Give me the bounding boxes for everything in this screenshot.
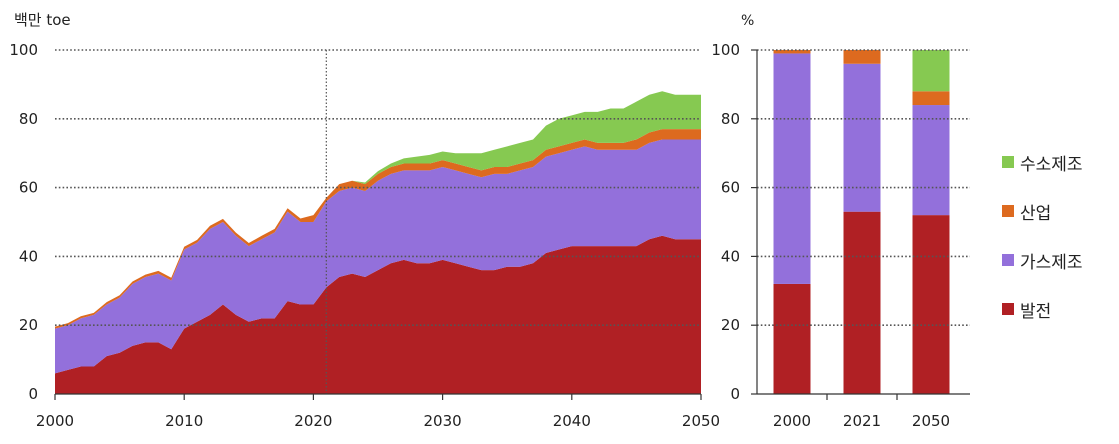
y-tick-label-left-80: 80 bbox=[19, 110, 38, 128]
y-tick-label-right-80: 80 bbox=[721, 110, 740, 128]
bar-category-label-2021: 2021 bbox=[843, 412, 881, 430]
y-tick-label-right-20: 20 bbox=[721, 316, 740, 334]
bar-2050-series-1 bbox=[912, 215, 950, 394]
x-tick-label-2030: 2030 bbox=[424, 412, 462, 430]
bar-2000-series-2 bbox=[773, 53, 811, 284]
legend-swatch bbox=[1002, 303, 1014, 315]
legend-item-3: 가스제조 bbox=[1002, 250, 1114, 273]
x-tick-label-2000: 2000 bbox=[36, 412, 74, 430]
bar-2050-series-3 bbox=[912, 91, 950, 106]
legend-swatch bbox=[1002, 156, 1014, 168]
y-axis-unit-left: 백만 toe bbox=[14, 11, 71, 29]
legend-swatch bbox=[1002, 205, 1014, 217]
legend-item-4: 발전 bbox=[1002, 299, 1114, 322]
legend-label: 가스제조 bbox=[1020, 252, 1083, 273]
x-tick-label-2040: 2040 bbox=[553, 412, 591, 430]
bar-2000-series-3 bbox=[773, 50, 811, 54]
y-tick-label-left-20: 20 bbox=[19, 316, 38, 334]
bar-2000-series-1 bbox=[773, 283, 811, 394]
y-tick-label-right-40: 40 bbox=[721, 247, 740, 265]
y-tick-label-left-60: 60 bbox=[19, 179, 38, 197]
bar-2021-series-1 bbox=[843, 211, 881, 394]
area-series-1 bbox=[55, 235, 701, 394]
y-tick-label-left-100: 100 bbox=[9, 41, 38, 59]
bar-category-label-2000: 2000 bbox=[773, 412, 811, 430]
x-tick-label-2020: 2020 bbox=[294, 412, 332, 430]
x-tick-label-2010: 2010 bbox=[165, 412, 203, 430]
legend-label: 발전 bbox=[1020, 301, 1052, 322]
y-axis-unit-right: % bbox=[741, 13, 754, 29]
x-tick-label-2050: 2050 bbox=[682, 412, 720, 430]
bar-2021-series-3 bbox=[843, 50, 881, 64]
y-tick-label-right-0: 0 bbox=[730, 385, 740, 403]
legend-swatch bbox=[1002, 254, 1014, 266]
bar-2050-series-4 bbox=[912, 50, 950, 92]
y-tick-label-left-40: 40 bbox=[19, 247, 38, 265]
area-series-3 bbox=[55, 129, 701, 329]
legend-label: 수소제조 bbox=[1020, 154, 1083, 175]
area-series-4 bbox=[55, 91, 701, 327]
legend-item-2: 산업 bbox=[1002, 201, 1114, 224]
legend-label: 산업 bbox=[1020, 203, 1052, 224]
bar-category-label-2050: 2050 bbox=[912, 412, 950, 430]
bar-2021-series-2 bbox=[843, 63, 881, 212]
bar-2050-series-2 bbox=[912, 105, 950, 216]
y-tick-label-right-100: 100 bbox=[711, 41, 740, 59]
y-tick-label-right-60: 60 bbox=[721, 179, 740, 197]
y-tick-label-left-0: 0 bbox=[28, 385, 38, 403]
legend-item-1: 수소제조 bbox=[1002, 152, 1114, 175]
